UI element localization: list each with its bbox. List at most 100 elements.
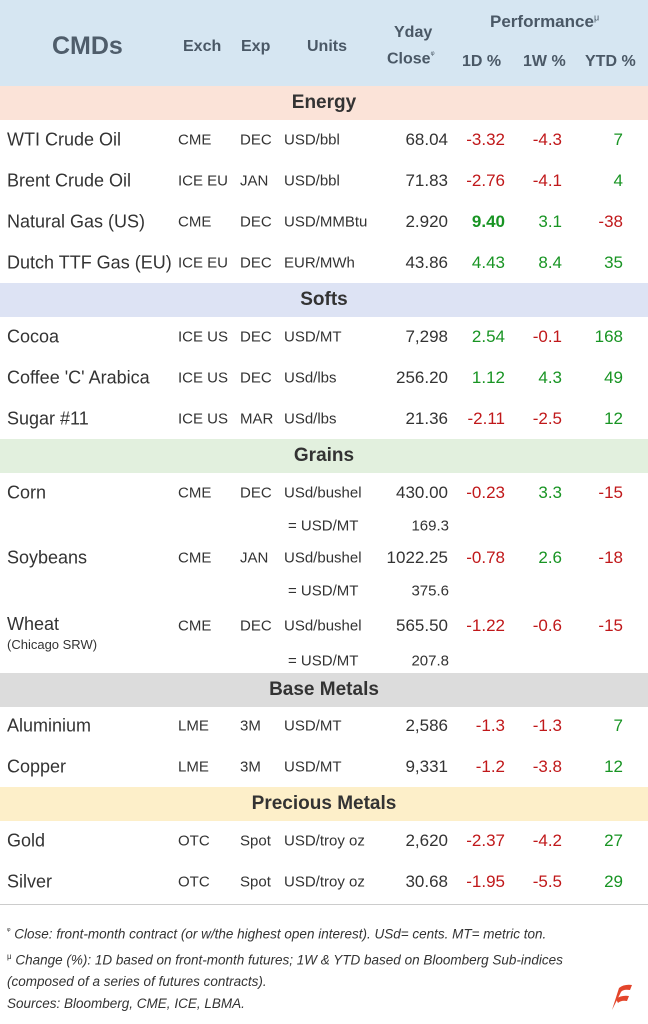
change-1w: 8.4 <box>538 253 562 272</box>
change-ytd: 7 <box>613 130 623 149</box>
table-row: Silver OTC Spot USD/troy oz 30.68 -1.95 -5.5 29 <box>0 864 648 900</box>
expiry: Spot <box>240 832 271 850</box>
table-row: Wheat (Chicago SRW) CME DEC USd/bushel 565.50… <box>0 608 648 652</box>
change-1w: -5.5 <box>532 872 562 891</box>
change-1w: 3.3 <box>538 483 562 502</box>
change-1d: -1.3 <box>475 716 505 735</box>
change-1w: -1.3 <box>532 716 562 735</box>
footer-divider <box>0 904 648 905</box>
change-1w: -0.6 <box>532 616 562 635</box>
change-1w: -4.1 <box>532 171 562 190</box>
d1-header: 1D % <box>462 53 502 70</box>
change-1d: -1.2 <box>475 757 505 776</box>
performance-footnote-mark: μ <box>593 12 600 23</box>
table-title: CMDs <box>52 32 123 60</box>
change-ytd: 12 <box>604 757 623 776</box>
close-footnote-mark: ᵠ <box>430 49 435 59</box>
commodity-name: WTI Crude Oil <box>7 129 122 150</box>
yday-close: 2.920 <box>405 212 448 231</box>
yday-close: 7,298 <box>405 327 448 346</box>
units: USD/bbl <box>284 172 340 190</box>
commodity-name: Dutch TTF Gas (EU) <box>7 252 172 273</box>
table-row: Coffee 'C' Arabica ICE US DEC USd/lbs 256.20… <box>0 360 648 396</box>
table-row: Copper LME 3M USD/MT 9,331 -1.2 -3.8 12 <box>0 749 648 785</box>
exp-header: Exp <box>241 38 271 55</box>
yday-close: 1022.25 <box>386 548 448 567</box>
expiry: DEC <box>240 617 272 635</box>
exchange: CME <box>178 617 212 635</box>
units: USD/MT <box>284 717 342 735</box>
table-row: Sugar #11 ICE US MAR USd/lbs 21.36 -2.11 -2.5 1… <box>0 401 648 437</box>
change-ytd: -18 <box>598 548 623 567</box>
converted-units: = USD/MT <box>288 517 359 535</box>
table-row: Gold OTC Spot USD/troy oz 2,620 -2.37 -4.2 27 <box>0 823 648 859</box>
flag-logo-icon <box>612 984 632 1010</box>
change-1w: -4.2 <box>532 831 562 850</box>
expiry: DEC <box>240 131 272 149</box>
change-1d: -2.37 <box>466 831 505 850</box>
change-1d: 4.43 <box>471 253 505 272</box>
exchange: CME <box>178 484 212 502</box>
change-ytd: 12 <box>604 409 623 428</box>
footnote-close: ᵠ Close: front-month contract (or w/the … <box>7 920 607 946</box>
yday-close: 2,620 <box>405 831 448 850</box>
commodity-name: Gold <box>7 830 46 851</box>
expiry: DEC <box>240 484 272 502</box>
change-1d: -1.95 <box>466 872 505 891</box>
expiry: DEC <box>240 369 272 387</box>
ytd-header: YTD % <box>585 53 636 70</box>
change-ytd: 27 <box>604 831 623 850</box>
conversion-row: = USD/MT 169.3 <box>0 510 648 542</box>
units: USD/troy oz <box>284 873 365 891</box>
converted-close: 169.3 <box>411 517 449 535</box>
change-1d: 9.40 <box>471 212 505 231</box>
exch-header: Exch <box>183 38 222 55</box>
commodity-name: Wheat (Chicago SRW) <box>7 614 98 652</box>
exchange: LME <box>178 717 209 735</box>
yday-close: 30.68 <box>405 872 448 891</box>
change-ytd: 29 <box>604 872 623 891</box>
expiry: 3M <box>240 758 261 776</box>
change-1d: -3.32 <box>466 130 505 149</box>
exchange: CME <box>178 549 212 567</box>
table-row: Aluminium LME 3M USD/MT 2,586 -1.3 -1.3 7 <box>0 708 648 744</box>
yday-close: 565.50 <box>396 616 448 635</box>
expiry: MAR <box>240 410 274 428</box>
commodity-name: Cocoa <box>7 326 60 347</box>
units: USD/troy oz <box>284 832 365 850</box>
section-grains: Grains <box>0 439 648 473</box>
change-ytd: -38 <box>598 212 623 231</box>
yday-close: 9,331 <box>405 757 448 776</box>
change-1d: 2.54 <box>471 327 505 346</box>
exchange: CME <box>178 131 212 149</box>
table-row: Dutch TTF Gas (EU) ICE EU DEC EUR/MWh 43.86 4… <box>0 245 648 281</box>
change-ytd: -15 <box>598 483 623 502</box>
table-row: WTI Crude Oil CME DEC USD/bbl 68.04 -3.32 -4.3… <box>0 122 648 158</box>
expiry: JAN <box>240 549 269 567</box>
commodity-name: Corn <box>7 482 47 503</box>
table-row: Natural Gas (US) CME DEC USD/MMBtu 2.920 9.40… <box>0 204 648 240</box>
converted-units: = USD/MT <box>288 582 359 600</box>
change-1d: -2.11 <box>467 409 506 428</box>
conversion-row: = USD/MT 375.6 <box>0 575 648 607</box>
expiry: 3M <box>240 717 261 735</box>
exchange: OTC <box>178 873 210 891</box>
change-ytd: 35 <box>604 253 623 272</box>
conversion-row: = USD/MT 207.8 <box>0 645 648 677</box>
change-1d: -0.78 <box>466 548 505 567</box>
footnote-change-text: Change (%): 1D based on front-month futu… <box>7 952 563 989</box>
yday-close: 71.83 <box>405 171 448 190</box>
exchange: ICE EU <box>178 172 229 190</box>
footnote-sources: Sources: Bloomberg, CME, ICE, LBMA. <box>7 996 245 1011</box>
section-energy: Energy <box>0 86 648 120</box>
change-1w: 3.1 <box>538 212 562 231</box>
change-1w: 2.6 <box>538 548 562 567</box>
commodity-name: Sugar #11 <box>7 408 89 429</box>
yday-close: 68.04 <box>405 130 448 149</box>
section-precious-metals: Precious Metals <box>0 787 648 821</box>
section-softs: Softs <box>0 283 648 317</box>
commodity-name: Brent Crude Oil <box>7 170 132 191</box>
yday-close: 2,586 <box>405 716 448 735</box>
change-1w: -0.1 <box>532 327 562 346</box>
exchange: OTC <box>178 832 210 850</box>
